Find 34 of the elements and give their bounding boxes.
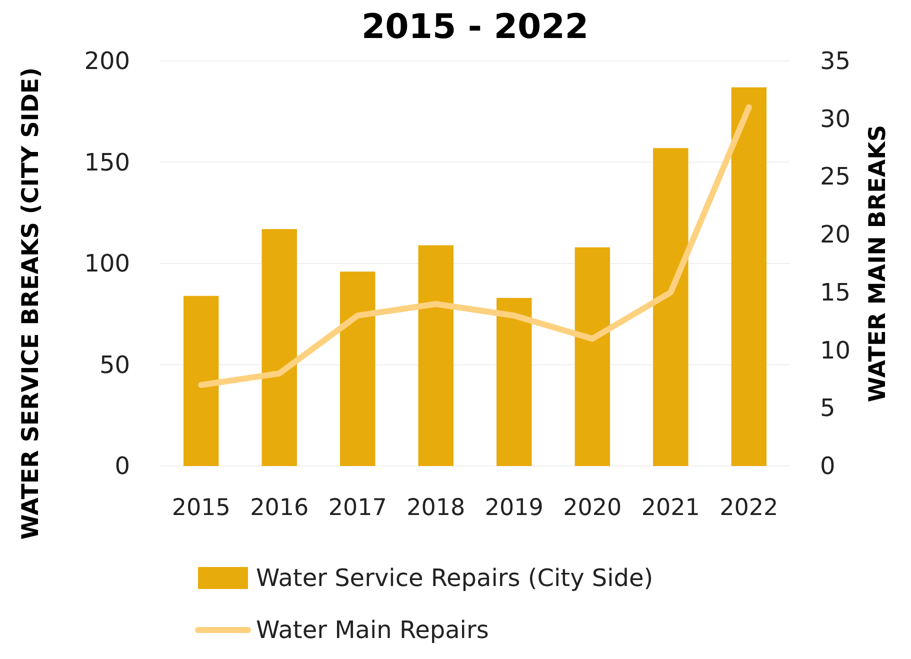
bar: [574, 247, 610, 466]
chart-title: 2015 - 2022: [361, 7, 589, 47]
bar: [418, 245, 454, 466]
y-axis-title: WATER SERVICE BREAKS (CITY SIDE): [18, 67, 44, 540]
y-tick-label: 200: [84, 47, 130, 75]
x-tick-label: 2015: [172, 495, 230, 521]
y2-axis-title: WATER MAIN BREAKS: [865, 124, 891, 402]
x-tick-label: 2017: [328, 495, 387, 521]
y-tick-label: 0: [114, 452, 130, 480]
y-tick-label: 50: [99, 350, 130, 379]
y2-tick-label: 0: [820, 452, 836, 480]
x-tick-label: 2021: [641, 495, 700, 521]
y-tick-label: 150: [84, 148, 130, 176]
bar: [496, 298, 532, 466]
y2-tick-label: 10: [820, 336, 851, 364]
y2-tick-label: 35: [820, 47, 851, 75]
x-tick-label: 2016: [250, 495, 309, 521]
y2-tick-label: 30: [820, 104, 851, 133]
legend-label: Water Service Repairs (City Side): [256, 564, 654, 592]
y2-tick-label: 25: [820, 162, 851, 191]
legend-label: Water Main Repairs: [256, 616, 489, 644]
bar: [340, 272, 376, 466]
y2-tick-label: 5: [820, 394, 836, 422]
bar: [731, 87, 767, 466]
y2-tick-label: 20: [820, 220, 851, 249]
bar: [653, 148, 688, 466]
bar: [183, 296, 219, 466]
y2-tick-label: 15: [820, 278, 851, 306]
x-tick-label: 2018: [406, 495, 466, 521]
y-tick-label: 100: [84, 250, 130, 278]
x-tick-label: 2019: [484, 495, 544, 521]
bar: [262, 229, 297, 466]
x-tick-label: 2022: [720, 495, 778, 521]
x-tick-label: 2020: [563, 495, 622, 521]
